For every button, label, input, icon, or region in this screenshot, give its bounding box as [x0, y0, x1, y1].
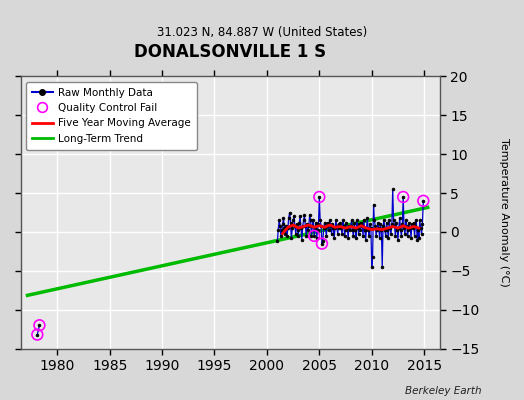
Text: Berkeley Earth: Berkeley Earth: [406, 386, 482, 396]
Point: [399, 194, 407, 200]
Point: [318, 240, 326, 247]
Point: [315, 194, 323, 200]
Point: [35, 322, 43, 328]
Point: [310, 233, 318, 239]
Text: 31.023 N, 84.887 W (United States): 31.023 N, 84.887 W (United States): [157, 26, 367, 39]
Point: [33, 331, 41, 338]
Y-axis label: Temperature Anomaly (°C): Temperature Anomaly (°C): [499, 138, 509, 287]
Legend: Raw Monthly Data, Quality Control Fail, Five Year Moving Average, Long-Term Tren: Raw Monthly Data, Quality Control Fail, …: [26, 82, 197, 150]
Title: DONALSONVILLE 1 S: DONALSONVILLE 1 S: [134, 43, 326, 61]
Point: [419, 198, 428, 204]
